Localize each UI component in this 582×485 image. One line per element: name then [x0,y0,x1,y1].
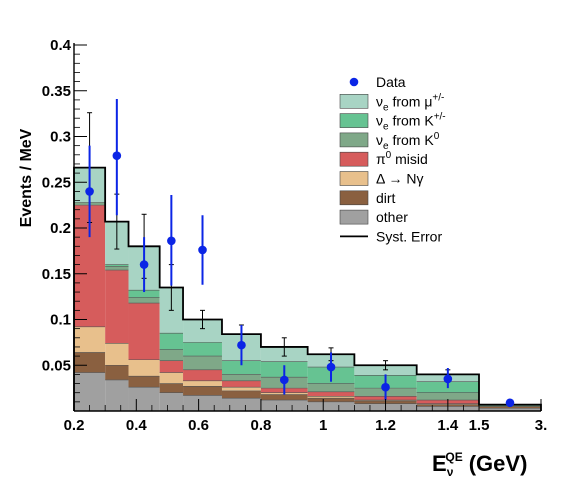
bar-5-4 [183,342,222,357]
legend-swatch-6 [339,190,369,206]
legend-swatch-5 [339,171,369,186]
bar-5-3 [159,333,184,350]
x-tick-label: 0.2 [64,417,85,434]
bar-2-4 [183,380,222,387]
bar-3-5 [221,380,261,388]
bar-4-1 [105,266,129,271]
legend-swatch-2 [339,113,369,128]
legend-label-5: Δ → Nγ [376,171,423,187]
legend-label-0: Data [376,74,406,90]
legend-marker-data [349,77,359,87]
legend-label-7: other [376,209,408,225]
x-tick-label: 0.4 [126,417,148,434]
y-tick-label: 0.2 [50,220,71,237]
bar-1-1 [105,365,129,380]
x-tick-label: 0.8 [250,417,271,434]
data-point-3 [167,236,176,246]
data-point-4 [198,245,207,255]
bar-4-9 [416,392,479,401]
data-point-9 [443,374,453,384]
bar-5-2 [128,290,160,298]
legend-swatch-7 [339,209,369,225]
y-tick-label: 0.35 [42,83,71,100]
bar-4-7 [307,383,355,392]
legend-label-4: π0 misid [376,150,428,167]
bar-2-5 [221,387,261,391]
legend-label-6: dirt [376,190,396,206]
data-point-7 [326,362,336,372]
data-points [85,98,515,408]
y-tick-label: 0.15 [42,266,71,283]
axes: 0.05 0.1 0.15 0.2 0.25 0.3 0.35 0.4 0.2 0.4 0.6 0.8… [18,37,547,479]
y-tick-label: 0.3 [50,129,71,146]
bar-3-1 [105,270,129,344]
y-tick-label: 0.1 [50,312,71,329]
data-point-2 [139,260,149,269]
x-tick-label: 1.5 [469,417,490,434]
legend-label-3: νe from K0 [376,131,440,152]
bar-0-7 [307,401,355,411]
data-point-6 [279,375,289,385]
x-tick-label: 1.4 [437,417,459,434]
bar-3-7 [307,391,355,397]
bar-0-3 [159,392,184,411]
bar-2-3 [159,372,184,384]
bar-5-5 [221,360,261,375]
bar-6-4 [183,319,222,343]
bar-1-3 [159,383,184,393]
data-point-0 [85,187,94,196]
bar-1-7 [307,398,355,402]
bar-4-2 [128,297,160,304]
legend-label-2: νe from K+/- [376,112,446,133]
x-axis-title: EνQE (GeV) [432,450,527,479]
data-point-8 [381,382,390,392]
x-tick-label: 1.2 [375,417,396,434]
legend-swatch-4 [339,151,369,167]
bar-2-2 [128,359,160,377]
bar-1-2 [128,376,160,388]
bar-2-1 [105,343,129,366]
bar-0-2 [128,387,160,411]
bar-0-4 [183,395,222,411]
bar-0-1 [105,379,129,411]
bar-4-4 [183,356,222,370]
bar-4-5 [221,374,261,381]
bar-0-0 [74,372,106,411]
y-axis-title: Events / MeV [18,128,35,227]
bar-3-3 [159,360,184,373]
bar-2-7 [307,396,355,399]
bar-1-10 [479,406,541,409]
bar-1-4 [183,386,222,396]
bar-0-6 [260,400,308,411]
y-tick-label: 0.4 [50,37,72,54]
y-tick-label: 0.25 [42,174,71,191]
bar-1-0 [74,352,106,373]
bar-2-0 [74,326,106,353]
legend-label-8: Syst. Error [376,228,442,244]
bar-1-6 [260,394,308,401]
x-tick-label: 0.6 [188,417,209,434]
bar-1-5 [221,390,261,399]
bar-0-5 [221,398,261,411]
data-point-5 [237,340,246,350]
y-tick-label: 0.05 [42,357,71,374]
x-tick-label: 1 [319,417,327,434]
legend-swatch-3 [339,132,369,148]
legend-swatch-1 [339,94,369,109]
legend-label-1: νe from μ+/- [376,92,444,113]
legend: Data νe from μ+/-νe from K+/-νe from K0π0… [339,74,446,244]
bar-0-10 [479,408,541,411]
bar-5-1 [105,264,129,267]
x-tick-label: 3. [535,417,548,434]
bar-3-2 [128,303,160,360]
bar-4-3 [159,349,184,361]
data-point-1 [112,151,122,161]
data-point-10 [505,398,515,408]
bar-3-4 [183,369,222,381]
